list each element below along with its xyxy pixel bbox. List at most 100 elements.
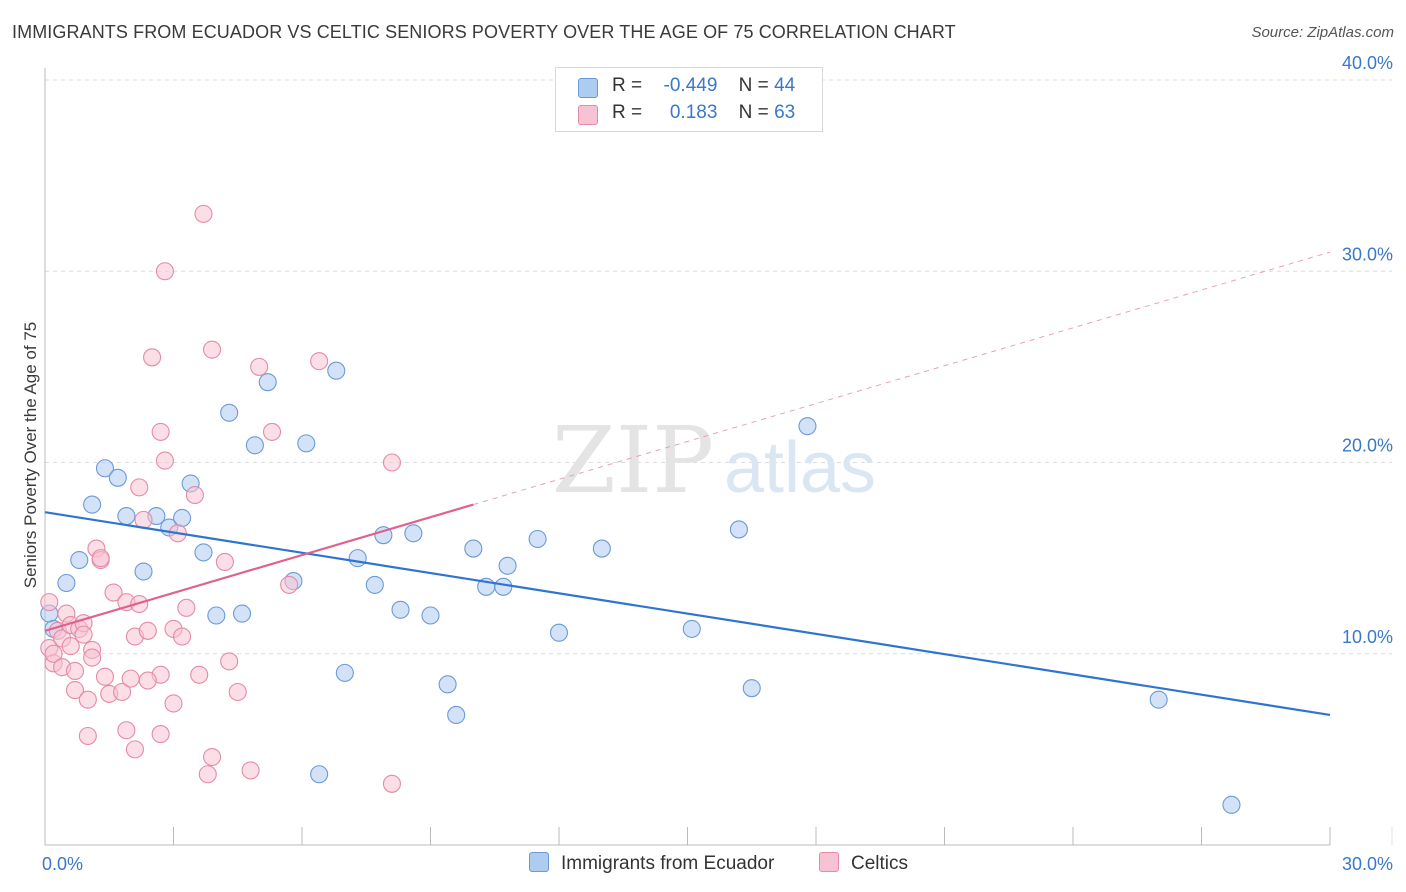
celtics-point <box>130 478 149 497</box>
ecuador-point <box>194 543 213 562</box>
ecuador-point <box>798 417 817 436</box>
legend-n-label: N = <box>738 75 769 96</box>
celtics-point <box>280 575 299 594</box>
y-tick-label: 40.0% <box>1342 53 1393 73</box>
x-tick-label: 30.0% <box>1342 854 1393 874</box>
celtics-point <box>228 682 247 702</box>
ecuador-point <box>232 604 252 623</box>
tick-labels: 10.0% 20.0% 30.0% 40.0% 0.0% 30.0% <box>42 53 1393 874</box>
ecuador-point <box>1149 690 1168 709</box>
y-tick-label: 20.0% <box>1342 436 1393 456</box>
ecuador-point <box>297 434 316 453</box>
celtics-point <box>155 451 174 470</box>
ecuador-point <box>447 705 466 725</box>
celtics-point <box>151 725 170 744</box>
legend-r-label: R = <box>612 102 643 123</box>
bottom-legend-label-celtics: Celtics <box>851 853 909 874</box>
source-label: Source: ZipAtlas.com <box>1251 24 1394 41</box>
ecuador-point <box>498 556 517 575</box>
legend-n-value: 63 <box>774 102 796 123</box>
ecuador-point <box>1222 795 1241 814</box>
celtics-point <box>78 726 97 746</box>
ecuador-point <box>335 663 354 682</box>
legend-r-value: 0.183 <box>669 102 718 123</box>
celtics-point <box>65 661 85 681</box>
ecuador-point <box>207 606 226 625</box>
celtics-point <box>95 667 115 686</box>
celtics-point <box>194 204 213 223</box>
celtics-point <box>382 453 402 472</box>
celtics-point <box>121 669 140 688</box>
celtics-point <box>151 422 170 441</box>
ecuador-point <box>70 550 89 570</box>
celtics-point <box>113 682 132 702</box>
watermark-atlas: atlas <box>724 428 876 508</box>
watermark-zip: ZIP <box>552 407 714 514</box>
bottom-legend-label-ecuador: Immigrants from Ecuador <box>561 853 775 874</box>
celtics-point <box>65 681 85 700</box>
ecuador-point <box>404 524 423 543</box>
bottom-legend-swatch-ecuador <box>529 852 549 872</box>
legend-swatch-celtics <box>578 105 598 125</box>
legend-n-value: 44 <box>774 75 796 96</box>
ecuador-point <box>729 520 748 539</box>
celtics-point <box>220 652 239 671</box>
celtics-point <box>138 621 157 640</box>
gridlines <box>45 79 1392 655</box>
celtics-point <box>185 485 204 505</box>
celtics-point <box>198 765 217 784</box>
ecuador-point <box>258 373 277 392</box>
ecuador-point <box>310 765 329 784</box>
celtics-trend-line <box>44 503 474 632</box>
ecuador-point <box>365 575 384 594</box>
celtics-trend-extension <box>473 251 1331 506</box>
ecuador-point <box>327 361 346 380</box>
ecuador-point <box>391 600 410 619</box>
celtics-point <box>143 348 162 367</box>
celtics-point <box>40 593 59 612</box>
bottom-legend-ecuador: Immigrants from Ecuador <box>529 852 774 875</box>
celtics-point <box>215 552 234 572</box>
celtics-point <box>74 625 93 644</box>
y-tick-label: 10.0% <box>1342 627 1393 647</box>
ecuador-point <box>348 549 367 568</box>
celtics-point <box>155 262 174 281</box>
celtics-point <box>203 747 222 767</box>
y-axis-label: Seniors Poverty Over the Age of 75 <box>21 321 40 589</box>
celtics-point <box>117 721 136 740</box>
celtics-point <box>310 352 329 371</box>
celtics-point <box>125 740 144 759</box>
ecuador-point <box>173 508 192 528</box>
legend-r-label: R = <box>612 75 643 96</box>
celtics-point <box>91 549 110 568</box>
chart-title: IMMIGRANTS FROM ECUADOR VS CELTIC SENIOR… <box>12 22 956 42</box>
axes <box>44 68 1393 846</box>
celtics-point <box>190 665 209 684</box>
celtics-point <box>177 598 196 617</box>
ecuador-point <box>494 577 513 596</box>
celtics-point <box>78 690 97 709</box>
ecuador-point <box>549 623 569 642</box>
ecuador-trend-line <box>44 511 1331 717</box>
ecuador-point <box>245 436 264 455</box>
celtics-point <box>61 637 80 656</box>
ecuador-point <box>742 679 761 698</box>
x-tick-label: 0.0% <box>42 854 83 874</box>
bottom-legend-swatch-celtics <box>819 852 839 872</box>
celtics-point <box>382 774 402 793</box>
ecuador-point <box>57 573 76 593</box>
ecuador-point <box>421 606 440 625</box>
watermark: ZIP atlas <box>552 407 876 514</box>
ecuador-point <box>108 468 127 487</box>
ecuador-point <box>95 459 115 478</box>
legend-n-label: N = <box>738 102 769 123</box>
trend-lines <box>44 251 1331 717</box>
celtics-point <box>164 694 183 713</box>
celtics-point <box>44 644 63 663</box>
celtics-point <box>241 761 260 780</box>
legend-swatch-ecuador <box>578 78 598 98</box>
celtics-point <box>138 671 157 690</box>
ecuador-point <box>464 539 483 558</box>
celtics-point <box>203 340 222 359</box>
ecuador-point <box>220 403 239 422</box>
